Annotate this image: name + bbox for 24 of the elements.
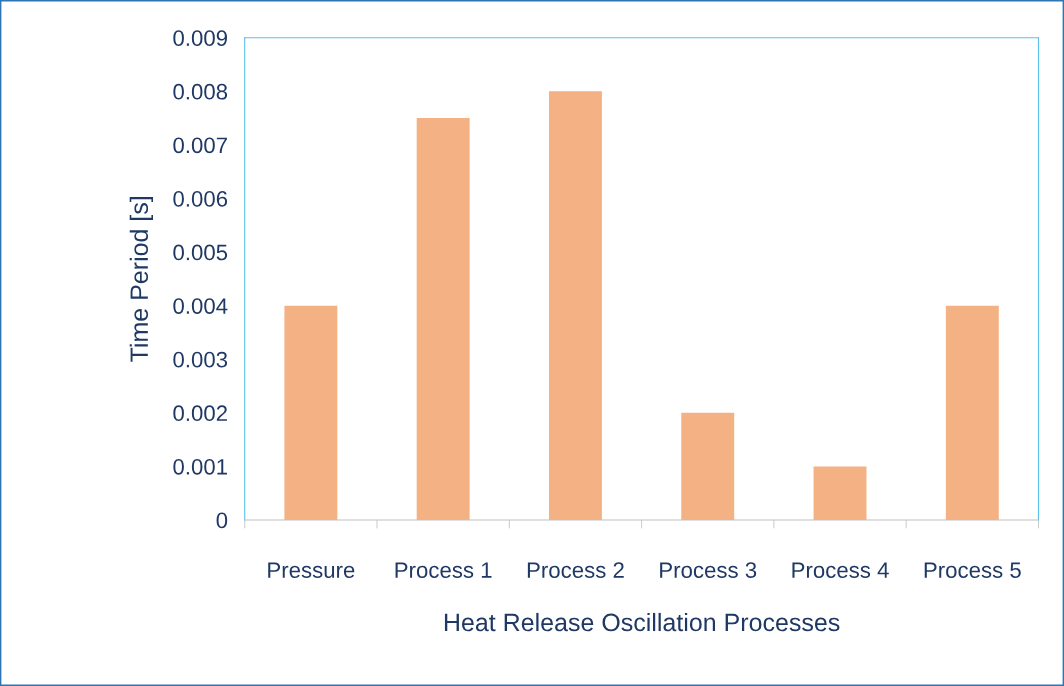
bar: [548, 91, 602, 520]
x-axis-title: Heat Release Oscillation Processes: [444, 612, 840, 632]
y-tick-label: 0.001: [173, 458, 227, 475]
bar: [945, 305, 999, 520]
y-tick-label: 0.005: [173, 244, 228, 261]
x-tick-label: Process 3: [660, 562, 757, 578]
y-tick-label: 0: [216, 512, 228, 529]
bar: [284, 305, 338, 520]
y-tick-label: 0.009: [173, 30, 228, 46]
y-tick-label: 0.002: [173, 405, 227, 422]
bar: [416, 118, 470, 520]
y-axis-title: Time Period [s]: [129, 197, 153, 362]
y-tick-label: 0.008: [173, 83, 228, 100]
y-tick-label: 0.007: [173, 137, 227, 154]
bar: [681, 412, 735, 520]
y-tick-label: 0.004: [173, 298, 228, 314]
x-tick-label: Process 5: [924, 562, 1021, 578]
x-tick-label: Process 1: [395, 562, 492, 578]
x-tick-label: Process 4: [792, 562, 889, 578]
y-tick-label: 0.003: [173, 351, 228, 368]
bar: [813, 466, 867, 520]
x-tick-label: Pressure: [268, 562, 355, 578]
x-tick-label: Process 2: [527, 562, 624, 578]
y-tick-label: 0.006: [173, 191, 228, 207]
